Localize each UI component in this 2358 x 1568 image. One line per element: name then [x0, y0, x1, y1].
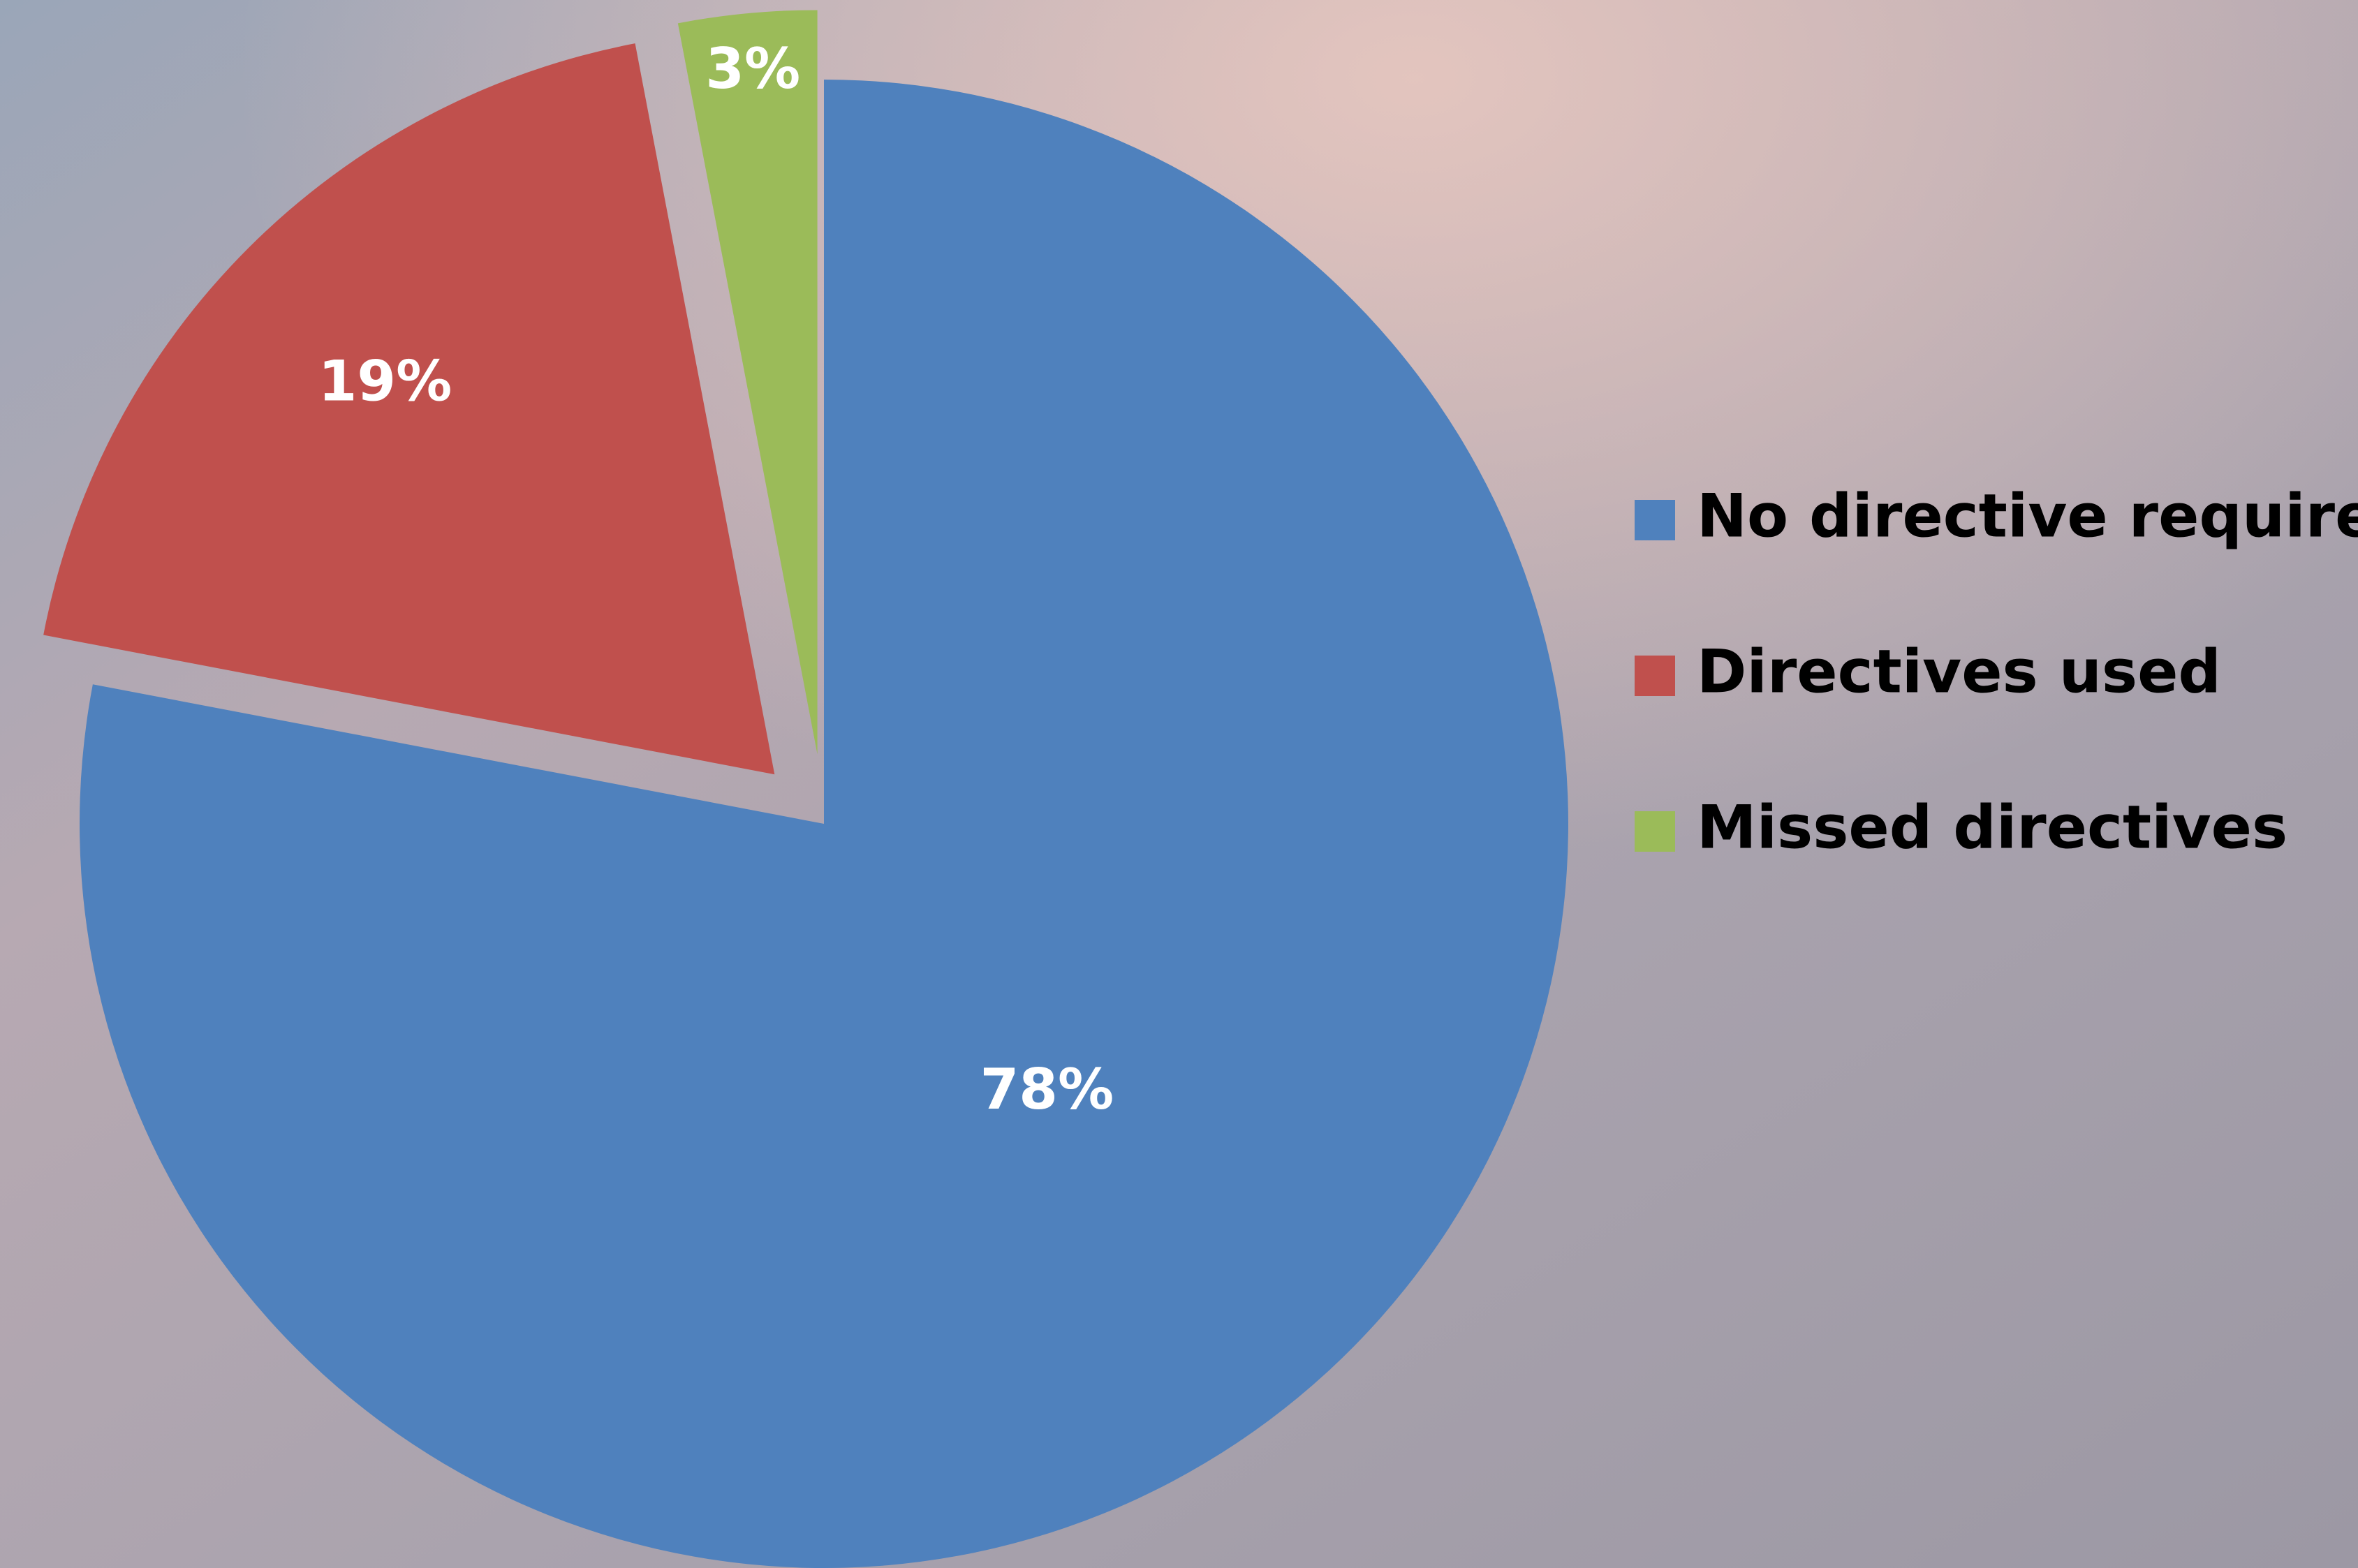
legend-label: Missed directives [1697, 792, 2287, 862]
data-label: 19% [318, 348, 452, 413]
page: {"chart_data": {"type": "pie", "categori… [0, 0, 2358, 1568]
legend-swatch [1635, 500, 1675, 540]
legend-label: No directive required [1697, 481, 2358, 551]
legend-label: Directives used [1697, 637, 2221, 707]
chart: 78% 19% 3% No directive required Directives… [0, 0, 2358, 1568]
legend-swatch [1635, 811, 1675, 852]
data-label: 78% [980, 1057, 1114, 1122]
data-label: 3% [705, 36, 800, 101]
legend-swatch [1635, 656, 1675, 696]
